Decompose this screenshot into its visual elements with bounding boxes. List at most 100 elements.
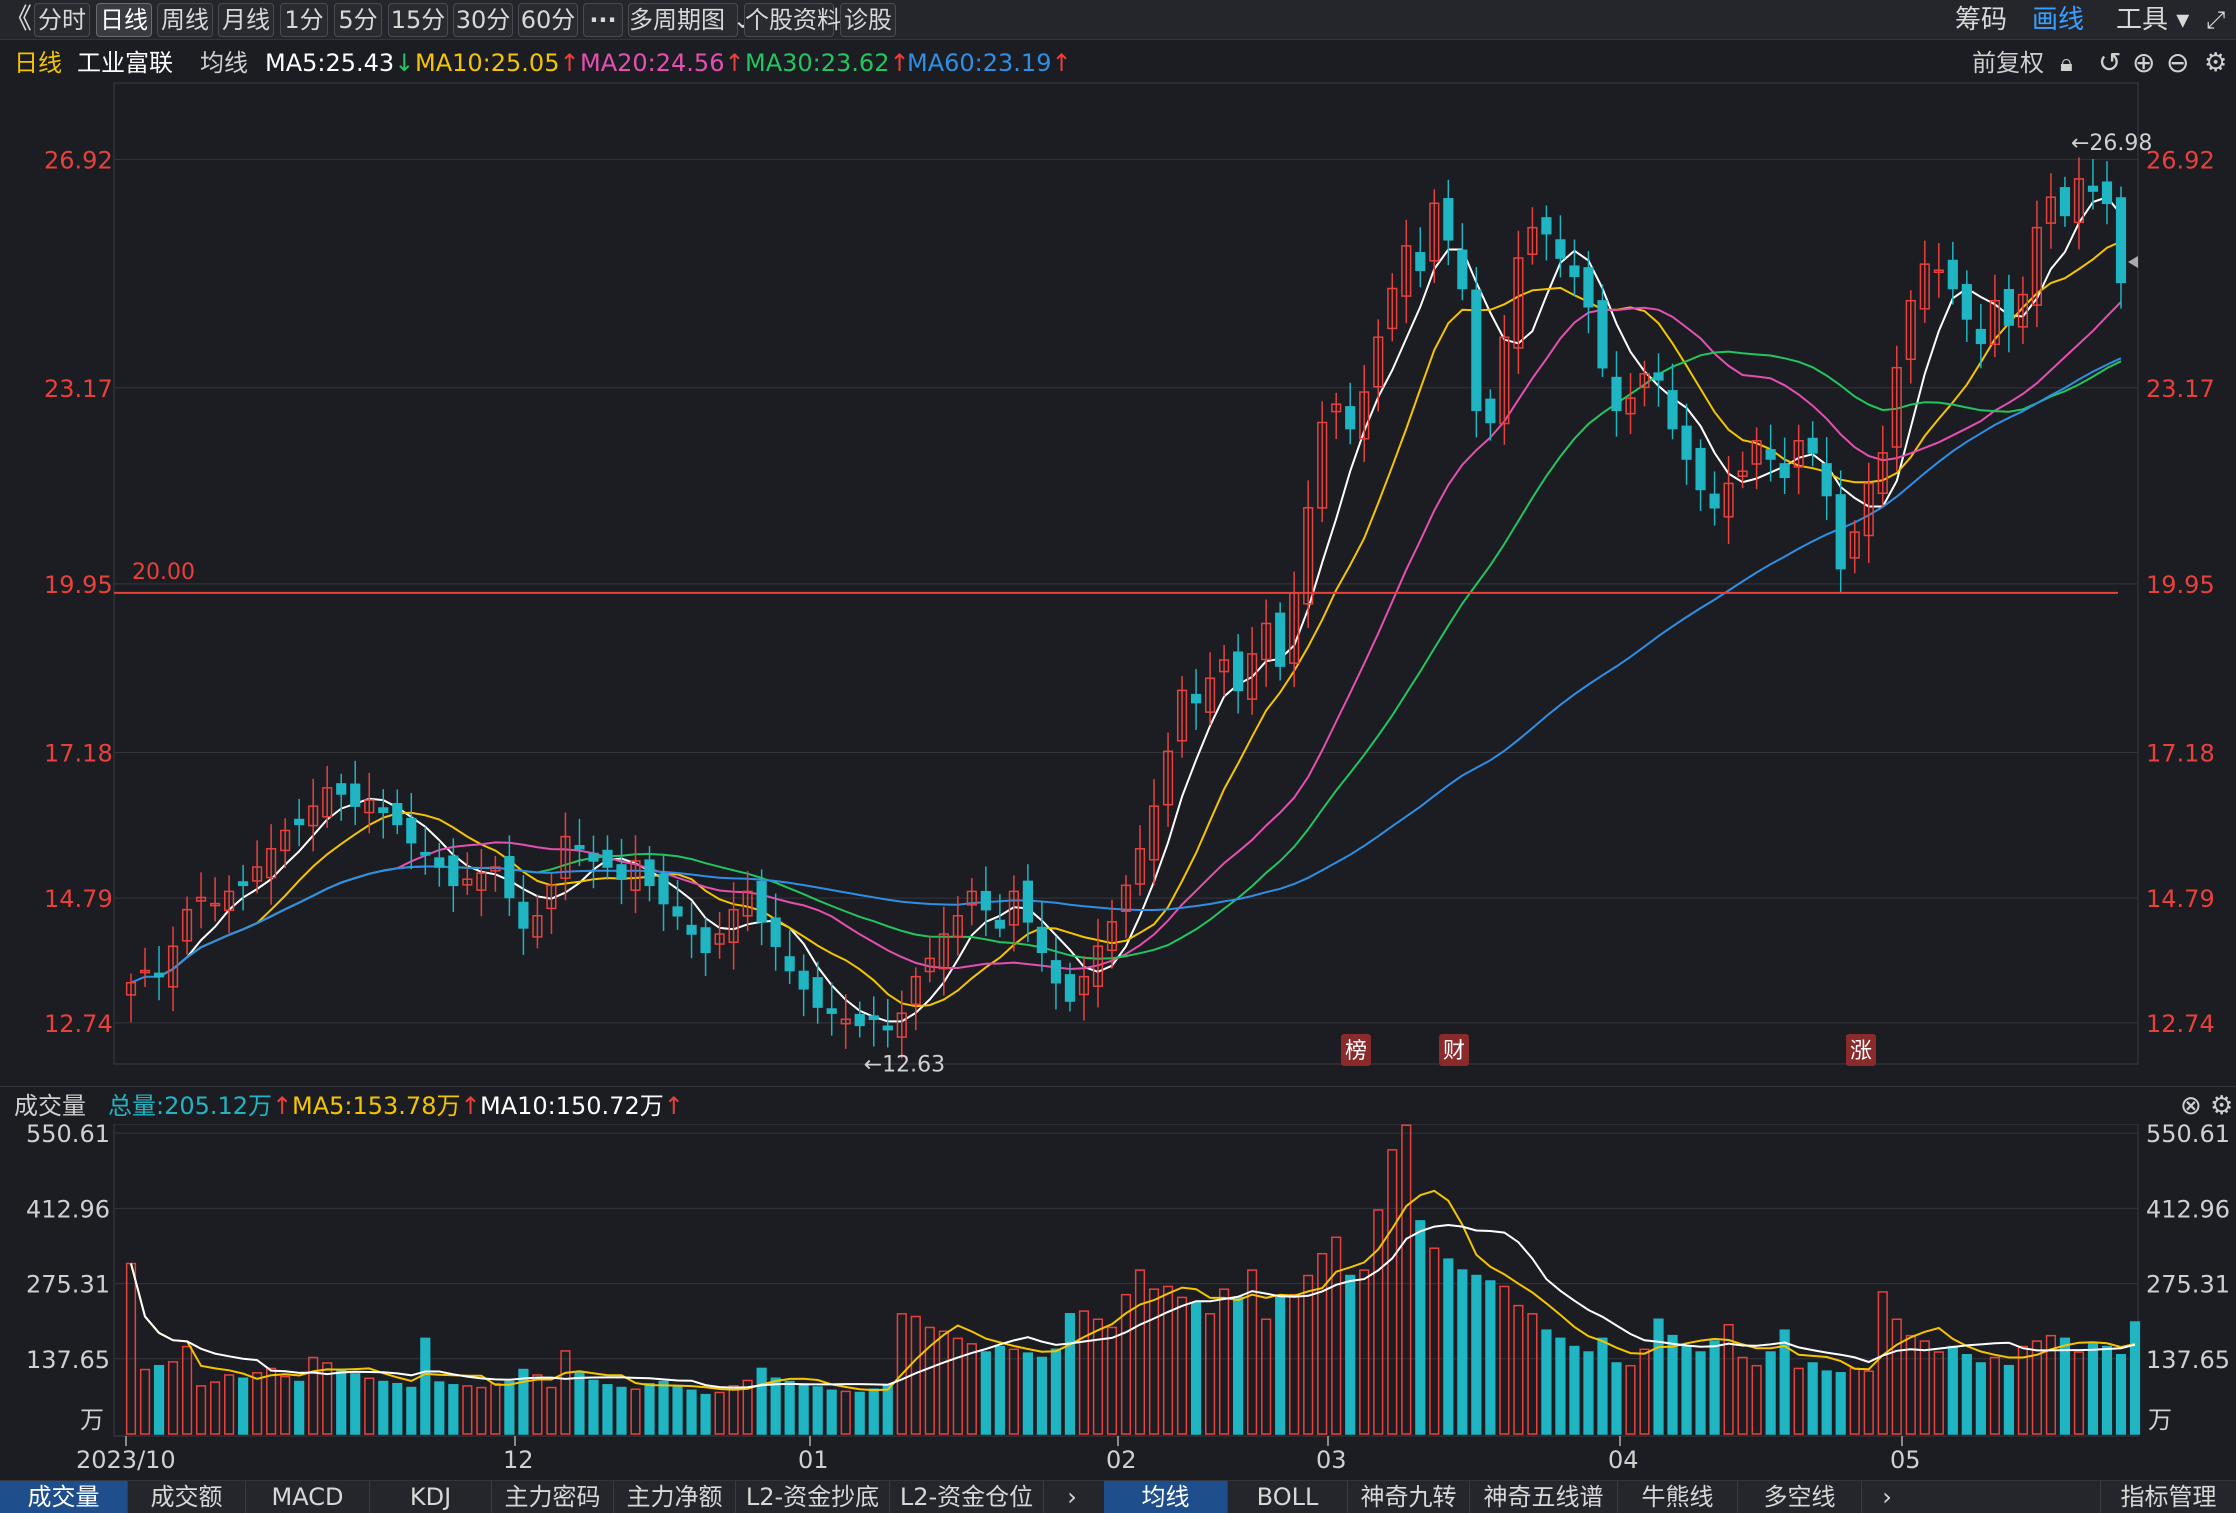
- close-pane-icon[interactable]: ⊗: [2180, 1091, 2202, 1121]
- tab-macd[interactable]: MACD: [246, 1481, 370, 1513]
- tab-main-force-net[interactable]: 主力净额: [614, 1481, 736, 1513]
- tab-kdj[interactable]: KDJ: [370, 1481, 492, 1513]
- tab-volume[interactable]: 成交量: [0, 1481, 128, 1513]
- volume-pane-frame: [113, 1123, 2139, 1437]
- volume-bar-up: [560, 1350, 571, 1435]
- zoom-in-icon[interactable]: ⊕: [2132, 46, 2156, 79]
- diagnose-button[interactable]: 诊股: [840, 3, 896, 37]
- date-tick-label: 01: [798, 1446, 829, 1474]
- settings-gear-icon[interactable]: ⚙: [2204, 48, 2228, 78]
- period-tab-30min[interactable]: 30分: [453, 3, 513, 37]
- candle-up: [742, 890, 753, 917]
- price-axis: 26.92 26.92 23.17 23.17 19.95 19.95 17.18 17.18…: [44, 146, 2215, 1038]
- candle-up: [1737, 470, 1748, 477]
- candle-down: [1779, 463, 1790, 479]
- ma-group-label[interactable]: 均线: [200, 49, 248, 77]
- volume-bar-down: [1555, 1337, 1566, 1435]
- candle-down: [1947, 259, 1958, 290]
- volume-bar-up: [476, 1386, 487, 1435]
- tab-turnover[interactable]: 成交额: [128, 1481, 246, 1513]
- period-tab-15min[interactable]: 15分: [388, 3, 448, 37]
- volume-bar-up: [532, 1374, 543, 1435]
- candle-up: [896, 1012, 907, 1038]
- chip-distribution-button[interactable]: 筹码: [1955, 5, 2008, 35]
- volume-bar-up: [1092, 1318, 1104, 1435]
- volume-bar-down: [1569, 1345, 1580, 1435]
- tab-l2-position[interactable]: L2-资金仓位: [890, 1481, 1044, 1513]
- chevron-right-icon[interactable]: ›: [1882, 1483, 1892, 1511]
- tab-ma[interactable]: 均线: [1104, 1481, 1228, 1513]
- volume-bar-down: [616, 1386, 627, 1435]
- candle-down: [798, 970, 809, 990]
- chevron-right-icon[interactable]: ›: [1067, 1483, 1077, 1511]
- period-tab-5min[interactable]: 5分: [334, 3, 382, 37]
- zoom-out-icon[interactable]: ⊖: [2166, 46, 2190, 79]
- collapse-icon[interactable]: 《: [4, 2, 33, 35]
- volume-bar-down: [812, 1386, 823, 1435]
- volume-bar-up: [1247, 1269, 1258, 1435]
- ma5-value: MA5:25.43↓: [265, 49, 415, 77]
- adjust-mode[interactable]: 前复权: [1972, 49, 2044, 77]
- multi-period-dropdown[interactable]: 多周期图 ⌄: [628, 3, 753, 37]
- tab-magic-five-lines[interactable]: 神奇五线谱: [1470, 1481, 1618, 1513]
- volume-ma-lines: [130, 1189, 2136, 1392]
- candle-up: [1891, 366, 1902, 448]
- volume-unit-left: 万: [80, 1406, 104, 1434]
- draw-line-button[interactable]: 画线: [2032, 5, 2085, 35]
- tab-magic-nine[interactable]: 神奇九转: [1348, 1481, 1470, 1513]
- price-tick-right: 26.92: [2146, 146, 2215, 174]
- volume-bar-down: [644, 1382, 655, 1435]
- volume-bar-down: [994, 1345, 1005, 1435]
- pane-settings-gear-icon[interactable]: ⚙: [2210, 1091, 2234, 1121]
- marker-board: 榜: [1345, 1039, 1367, 1064]
- tab-main-force-code[interactable]: 主力密码: [492, 1481, 614, 1513]
- volume-bar-up: [280, 1375, 291, 1435]
- period-tab-monthly[interactable]: 月线: [218, 3, 274, 37]
- undo-icon[interactable]: ↺: [2098, 46, 2122, 79]
- more-periods-button[interactable]: ···: [583, 3, 623, 37]
- candle-up: [322, 787, 333, 818]
- volume-bar-up: [1120, 1293, 1132, 1435]
- indicator-manage-button[interactable]: 指标管理: [2100, 1481, 2236, 1513]
- candle-down: [644, 859, 655, 887]
- period-tab-1min[interactable]: 1分: [280, 3, 328, 37]
- stock-profile-button[interactable]: 个股资料: [744, 3, 841, 37]
- candle-up: [924, 957, 935, 973]
- period-tab-daily[interactable]: 日线: [96, 3, 152, 37]
- lock-icon[interactable]: 🔒︎: [2060, 49, 2073, 77]
- candle-up: [1401, 245, 1412, 297]
- volume-bar-up: [1625, 1364, 1636, 1435]
- volume-bar-down: [1611, 1362, 1622, 1435]
- fullscreen-icon[interactable]: ⤢: [2206, 6, 2226, 34]
- ma10-line: [158, 240, 2122, 1008]
- period-tab-60min[interactable]: 60分: [518, 3, 578, 37]
- candle-up: [266, 848, 277, 879]
- price-tick-right: 14.79: [2146, 885, 2215, 913]
- volume-bar-down: [1961, 1354, 1972, 1435]
- candle-up: [1387, 287, 1398, 330]
- candle-up: [966, 890, 977, 906]
- candle-up: [1106, 921, 1118, 952]
- tab-long-short-line[interactable]: 多空线: [1738, 1481, 1862, 1513]
- tab-bull-bear-line[interactable]: 牛熊线: [1618, 1481, 1738, 1513]
- volume-bar-down: [350, 1373, 361, 1435]
- candle-down: [826, 1008, 837, 1014]
- volume-bar-up: [1793, 1367, 1804, 1435]
- volume-bar-down: [2059, 1337, 2071, 1435]
- candle-down: [1975, 328, 1986, 345]
- volume-bar-up: [1513, 1304, 1524, 1435]
- period-tab-weekly[interactable]: 周线: [157, 3, 213, 37]
- volume-bar-down: [518, 1368, 529, 1435]
- volume-bar-up: [1219, 1288, 1230, 1435]
- price-tick-right: 23.17: [2146, 375, 2215, 403]
- tab-boll[interactable]: BOLL: [1228, 1481, 1348, 1513]
- volume-bar-up: [1401, 1124, 1412, 1435]
- candle-up: [1905, 299, 1916, 361]
- tools-dropdown[interactable]: 工具 ▾: [2116, 5, 2190, 35]
- moving-average-lines: [130, 196, 2122, 1023]
- volume-bar-up: [1148, 1288, 1160, 1435]
- period-tab-fenshi[interactable]: 分时: [34, 3, 90, 37]
- up-arrow-icon: ↑: [889, 49, 910, 77]
- candle-up: [364, 799, 375, 814]
- tab-l2-bottom-fishing[interactable]: L2-资金抄底: [736, 1481, 890, 1513]
